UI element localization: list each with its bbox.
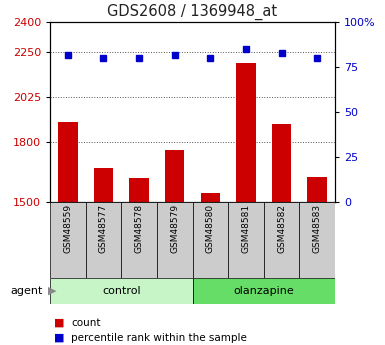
Text: count: count	[71, 318, 101, 327]
Text: GSM48581: GSM48581	[241, 204, 250, 253]
Bar	[94, 168, 113, 202]
Text: ▶: ▶	[48, 286, 57, 296]
Text: GSM48582: GSM48582	[277, 204, 286, 253]
Bar	[85, 202, 121, 278]
Bar	[192, 278, 335, 304]
Bar	[50, 202, 85, 278]
Text: percentile rank within the sample: percentile rank within the sample	[71, 333, 247, 343]
Bar	[201, 193, 220, 202]
Bar	[157, 202, 192, 278]
Bar	[236, 63, 256, 202]
Text: GSM48583: GSM48583	[313, 204, 321, 253]
Bar	[129, 178, 149, 202]
Text: GSM48559: GSM48559	[64, 204, 72, 253]
Text: ■: ■	[54, 318, 64, 327]
Bar	[300, 202, 335, 278]
Title: GDS2608 / 1369948_at: GDS2608 / 1369948_at	[107, 3, 278, 20]
Text: GSM48580: GSM48580	[206, 204, 215, 253]
Bar	[58, 122, 78, 202]
Bar	[307, 177, 327, 202]
Bar	[165, 150, 184, 202]
Bar	[121, 202, 157, 278]
Bar	[192, 202, 228, 278]
Text: ■: ■	[54, 333, 64, 343]
Text: agent: agent	[10, 286, 42, 296]
Text: GSM48579: GSM48579	[170, 204, 179, 253]
Bar	[50, 278, 192, 304]
Text: GSM48578: GSM48578	[135, 204, 144, 253]
Text: GSM48577: GSM48577	[99, 204, 108, 253]
Text: control: control	[102, 286, 141, 296]
Text: olanzapine: olanzapine	[233, 286, 294, 296]
Bar	[228, 202, 264, 278]
Bar	[272, 124, 291, 202]
Bar	[264, 202, 300, 278]
